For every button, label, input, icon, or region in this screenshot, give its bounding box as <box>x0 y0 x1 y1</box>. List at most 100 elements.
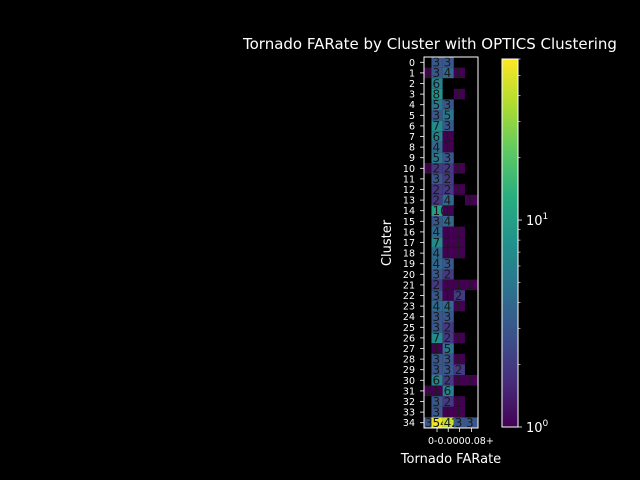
cell-value-label: 3 <box>432 109 440 123</box>
cell-value-label: 2 <box>444 321 452 335</box>
y-tick-label: 2 <box>409 79 415 90</box>
y-tick-label: 32 <box>403 397 415 408</box>
heatmap-cell <box>442 237 454 248</box>
cell-value-label: 1 <box>444 236 452 250</box>
heatmap-cell <box>453 184 465 195</box>
heatmap-cell <box>431 88 443 100</box>
y-tick-label: 22 <box>403 291 415 302</box>
heatmap-cell <box>431 99 443 110</box>
heatmap-cell <box>442 353 454 365</box>
y-tick-label: 0 <box>409 58 415 69</box>
y-tick-label: 3 <box>409 90 415 101</box>
heatmap-cell <box>453 417 465 428</box>
cell-value-label: 4 <box>444 66 452 80</box>
colorbar: 100 101 <box>501 58 549 436</box>
heatmap-cell <box>442 110 454 121</box>
heatmap-cell <box>442 300 454 312</box>
heatmap-cell <box>442 258 454 269</box>
cell-value-label: 2 <box>432 183 440 197</box>
cell-value-label: 1 <box>455 395 463 409</box>
heatmap-cell <box>442 406 454 418</box>
heatmap-cell <box>442 279 454 291</box>
cell-value-label: 1 <box>455 331 463 345</box>
heatmap-cell <box>453 375 465 386</box>
heatmap-cell <box>464 375 478 386</box>
heatmap-cell <box>442 120 454 132</box>
y-tick-label: 24 <box>403 312 415 323</box>
chart-title: Tornado FARate by Cluster with OPTICS Cl… <box>242 35 617 53</box>
cell-value-label: 3 <box>444 119 452 133</box>
cell-value-label: 1 <box>455 66 463 80</box>
heatmap-cell <box>431 237 443 248</box>
cell-value-label: 6 <box>432 374 440 388</box>
cell-value-label: 1 <box>466 374 474 388</box>
heatmap-cell <box>431 311 443 322</box>
cell-value-label: 4 <box>444 299 452 313</box>
cell-value-label: 1 <box>455 87 463 101</box>
y-tick-label: 1 <box>409 68 415 79</box>
heatmap-cell <box>424 163 432 174</box>
cell-value-label: 7 <box>432 119 440 133</box>
heatmap-cell <box>442 163 454 174</box>
heatmap-cell <box>442 184 454 195</box>
cell-value-label: 7 <box>432 236 440 250</box>
cell-value-label: 3 <box>432 289 440 303</box>
heatmap-cell <box>431 406 443 418</box>
heatmap-cell <box>453 226 465 238</box>
heatmap-cell <box>431 131 443 142</box>
heatmap-cell <box>442 194 454 206</box>
cell-value-label: 3 <box>444 310 452 324</box>
cell-value-label: 1 <box>455 236 463 250</box>
cell-value-label: 2 <box>432 193 440 207</box>
cell-value-label: 1 <box>444 289 452 303</box>
heatmap-cell <box>431 205 443 216</box>
heatmap-cell <box>431 364 443 375</box>
heatmap-cell <box>442 216 454 227</box>
cell-value-label: 1 <box>432 342 440 356</box>
heatmap-cell <box>431 67 443 79</box>
cell-value-label: 1 <box>455 162 463 176</box>
y-tick-label: 14 <box>403 206 415 217</box>
heatmap-cell <box>431 290 443 301</box>
heatmap-cell <box>453 67 465 79</box>
cell-value-label: 1 <box>425 384 433 398</box>
y-tick-label: 30 <box>403 376 415 387</box>
heatmap-cell <box>442 332 454 344</box>
cell-value-label: 2 <box>455 363 463 377</box>
cell-value-label: 1 <box>466 278 474 292</box>
heatmap-cell <box>424 417 432 428</box>
y-tick-label: 17 <box>403 238 415 249</box>
heatmap-cell <box>442 205 454 216</box>
cell-value-label: 3 <box>444 257 452 271</box>
heatmap-cell <box>431 110 443 121</box>
heatmap-cell <box>442 417 454 428</box>
heatmap-cell <box>431 226 443 238</box>
cell-value-label: 4 <box>432 140 440 154</box>
heatmap-cell <box>453 406 465 418</box>
y-tick-label: 8 <box>409 143 415 154</box>
cell-value-label: 7 <box>432 331 440 345</box>
heatmap-cell <box>442 67 454 79</box>
heatmap-cell <box>442 396 454 407</box>
y-tick-label: 26 <box>403 333 415 344</box>
heatmap-cell <box>431 194 443 206</box>
cell-value-label: 3 <box>444 98 452 112</box>
heatmap-cell <box>442 322 454 333</box>
heatmap-cell <box>453 332 465 344</box>
cell-value-label: 1 <box>444 405 452 419</box>
heatmap-cell <box>431 78 443 89</box>
heatmap-cell <box>442 343 454 354</box>
cell-value-label: 1 <box>455 405 463 419</box>
cell-value-label: 8 <box>432 87 440 101</box>
heatmap-cell <box>431 417 443 428</box>
cell-value-label: 3 <box>444 151 452 165</box>
cell-value-label: 3 <box>432 352 440 366</box>
cell-value-label: 2 <box>455 289 463 303</box>
heatmap-cell <box>431 173 443 185</box>
y-tick-label: 12 <box>403 185 415 196</box>
heatmap-cell <box>442 226 454 238</box>
x-tick-labels: 0-0.0000.08+ <box>428 436 494 447</box>
cell-value-label: 2 <box>444 172 452 186</box>
heatmap-cell <box>431 279 443 291</box>
